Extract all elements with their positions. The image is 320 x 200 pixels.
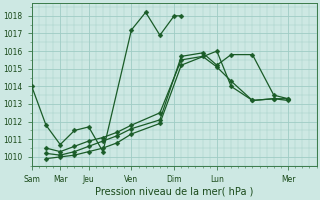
X-axis label: Pression niveau de la mer( hPa ): Pression niveau de la mer( hPa ) (95, 187, 253, 197)
